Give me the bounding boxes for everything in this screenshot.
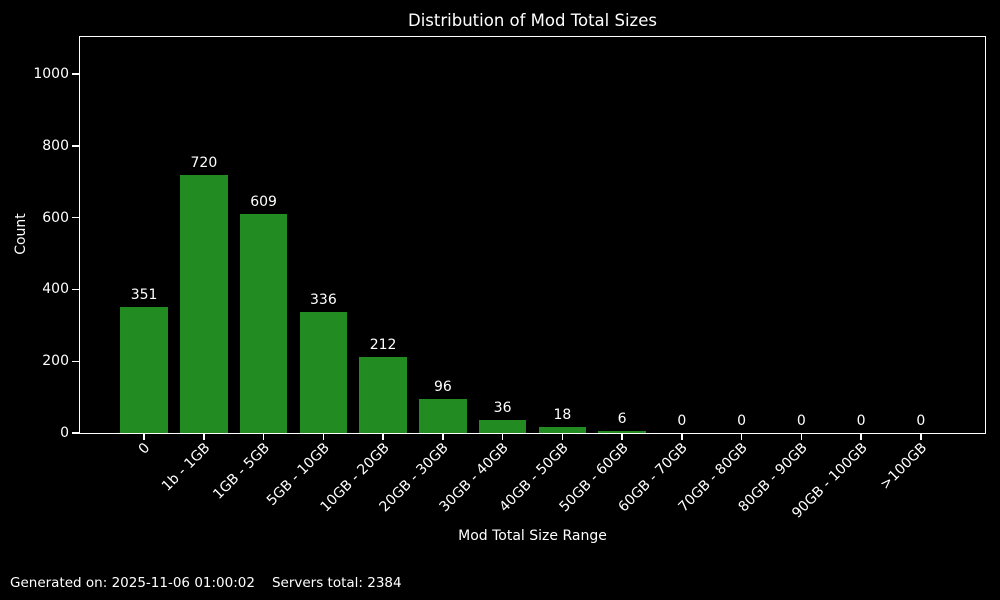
x-tick-mark — [920, 434, 922, 440]
bar-value-label: 0 — [856, 413, 866, 429]
x-tick-mark — [382, 434, 384, 440]
y-tick-mark — [72, 216, 79, 219]
bar-value-label: 609 — [250, 194, 277, 211]
x-tick-mark — [203, 434, 205, 440]
x-axis-label: Mod Total Size Range — [458, 528, 607, 544]
bar-value-label: 96 — [433, 378, 452, 395]
bar — [239, 214, 288, 433]
y-tick-mark — [72, 145, 79, 147]
bar-value-label: 0 — [796, 413, 806, 429]
y-tick-label: 200 — [42, 353, 69, 370]
y-tick-label: 600 — [42, 209, 69, 226]
x-tick-mark — [143, 434, 145, 440]
x-tick-mark — [621, 434, 623, 440]
bar — [478, 420, 527, 433]
y-tick-label: 0 — [60, 425, 69, 441]
bar — [299, 312, 348, 433]
generated-timestamp: Generated on: 2025-11-06 01:00:02 — [10, 575, 255, 591]
y-tick-mark — [72, 73, 79, 75]
y-tick-mark — [72, 360, 79, 362]
x-tick-mark — [860, 434, 862, 440]
x-tick-mark — [442, 434, 444, 440]
x-tick-label: 1b - 1GB — [158, 440, 214, 495]
x-tick-mark — [501, 434, 504, 440]
bar — [538, 426, 587, 433]
bar — [598, 430, 646, 433]
bar — [419, 398, 467, 433]
bar — [359, 356, 407, 433]
bar-value-label: 0 — [916, 413, 926, 429]
x-tick-label: >100GB — [877, 440, 931, 493]
y-tick-label: 800 — [42, 137, 69, 154]
bar — [120, 307, 168, 433]
bar-value-label: 6 — [617, 410, 627, 427]
bar-value-label: 0 — [737, 413, 747, 429]
servers-total: Servers total: 2384 — [271, 575, 402, 591]
bar-value-label: 18 — [553, 406, 572, 423]
plot-area: 351 720 609 336 212 96 36 18 6 0 0 0 0 0 — [79, 36, 986, 434]
y-tick-label: 1000 — [33, 66, 69, 82]
footer-status: Generated on: 2025-11-06 01:00:02 Server… — [10, 575, 402, 591]
x-tick-mark — [740, 434, 743, 440]
bar-value-label: 212 — [369, 336, 397, 353]
bar — [180, 174, 228, 433]
x-tick-mark — [262, 434, 265, 440]
x-tick-mark — [800, 434, 803, 440]
x-tick-label: 0 — [135, 440, 154, 458]
x-tick-mark — [681, 434, 683, 440]
bar-value-label: 336 — [310, 292, 337, 309]
bar-value-label: 351 — [130, 287, 158, 303]
bar-value-label: 36 — [493, 400, 512, 417]
y-tick-mark — [72, 288, 79, 291]
x-tick-mark — [561, 434, 564, 440]
x-tick-label: 1GB - 5GB — [210, 440, 273, 503]
bar-value-label: 0 — [677, 413, 687, 429]
bar-value-label: 720 — [190, 154, 218, 171]
y-tick-mark — [72, 432, 79, 434]
y-tick-label: 400 — [42, 281, 69, 298]
chart-title: Distribution of Mod Total Sizes — [408, 11, 657, 30]
x-tick-mark — [322, 434, 325, 440]
